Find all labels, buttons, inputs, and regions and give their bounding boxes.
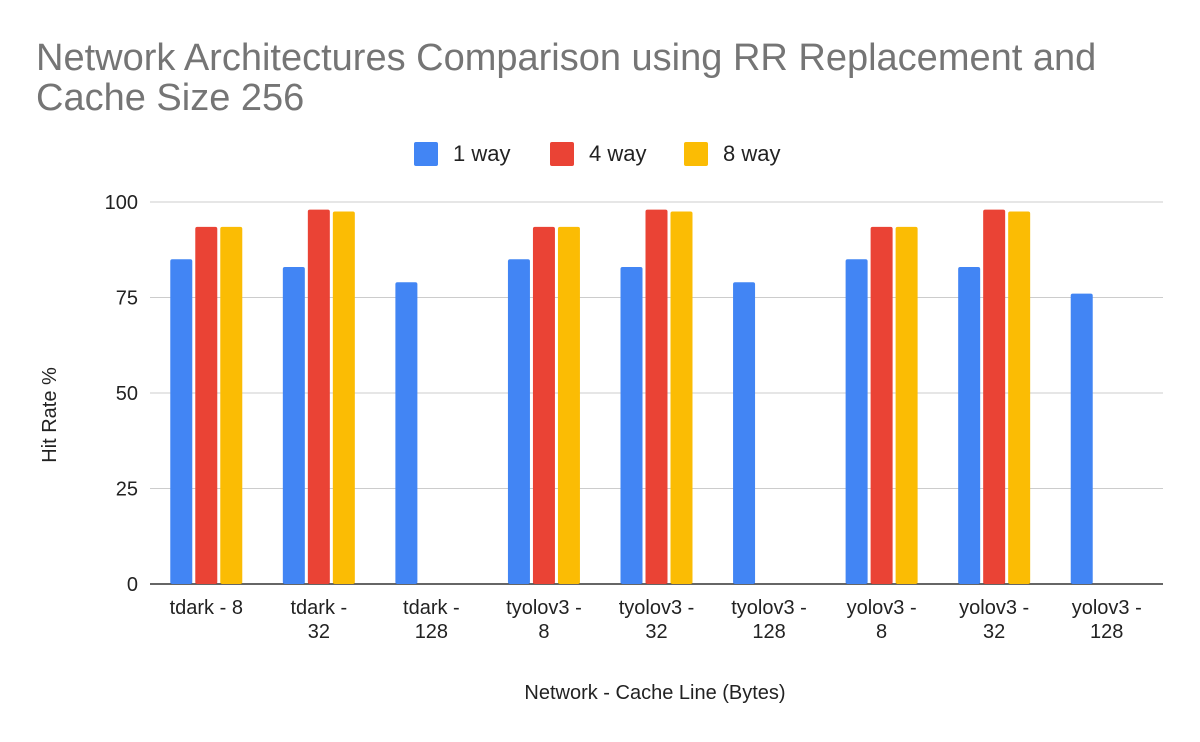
bar-4-way (532, 226, 555, 584)
bar-4-way (645, 209, 668, 584)
x-tick-label-line: 32 (308, 621, 330, 643)
bar-8-way (670, 211, 693, 585)
legend-label: 8 way (723, 141, 780, 166)
x-tick-label-line: tdark - (290, 597, 347, 619)
bar-1-way (395, 282, 418, 584)
x-tick-label: tdark - 8 (170, 597, 243, 619)
legend-swatch (414, 142, 438, 166)
chart-title-line-2: Cache Size 256 (36, 77, 304, 119)
x-tick-label-line: 8 (538, 621, 549, 643)
y-tick-label: 50 (116, 383, 138, 405)
bar-4-way (983, 209, 1006, 584)
bar-4-way (307, 209, 330, 584)
y-tick-label: 25 (116, 479, 138, 501)
x-tick-label-line: tdark - 8 (170, 597, 243, 619)
legend-swatch (684, 142, 708, 166)
x-tick-label-line: tdark - (403, 597, 460, 619)
x-tick-label-line: yolov3 - (959, 597, 1029, 619)
bar-1-way (958, 266, 981, 584)
bar-1-way (1070, 293, 1093, 584)
y-axis-ticks: 0 25 50 75 100 (105, 192, 138, 596)
x-tick-label: tyolov3 -128 (731, 597, 807, 643)
x-tick-label-line: yolov3 - (1072, 597, 1142, 619)
bar-1-way (733, 282, 756, 584)
bar-4-way (195, 226, 218, 584)
x-tick-label-line: 8 (876, 621, 887, 643)
bar-4-way (870, 226, 893, 584)
x-tick-label-line: tyolov3 - (619, 597, 695, 619)
bar-8-way (895, 226, 918, 584)
x-tick-label: yolov3 -32 (959, 597, 1029, 643)
y-tick-label: 100 (105, 192, 138, 214)
x-tick-label: tyolov3 -8 (506, 597, 582, 643)
x-tick-label: yolov3 -8 (847, 597, 917, 643)
legend: 1 way 4 way 8 way (414, 141, 780, 166)
x-tick-label-line: tyolov3 - (506, 597, 582, 619)
x-tick-label-line: 128 (415, 621, 448, 643)
chart-title: Network Architectures Comparison using R… (36, 37, 1096, 119)
y-tick-label: 75 (116, 288, 138, 310)
x-tick-label-line: 32 (983, 621, 1005, 643)
y-axis-title: Hit Rate % (39, 367, 61, 463)
x-tick-label-line: yolov3 - (847, 597, 917, 619)
x-tick-label: tdark -32 (290, 597, 347, 643)
x-tick-label: tyolov3 -32 (619, 597, 695, 643)
bar-1-way (170, 259, 193, 584)
legend-label: 1 way (453, 141, 510, 166)
legend-label: 4 way (589, 141, 646, 166)
bar-1-way (282, 266, 305, 584)
y-tick-label: 0 (127, 574, 138, 596)
legend-swatch (550, 142, 574, 166)
chart-title-line-1: Network Architectures Comparison using R… (36, 37, 1096, 79)
x-tick-label-line: tyolov3 - (731, 597, 807, 619)
x-tick-label-line: 128 (1090, 621, 1123, 643)
bars (170, 209, 1093, 585)
x-axis-title: Network - Cache Line (Bytes) (524, 682, 785, 704)
bar-1-way (507, 259, 530, 584)
bar-8-way (1008, 211, 1031, 585)
bar-8-way (220, 226, 243, 584)
x-tick-label-line: 32 (645, 621, 667, 643)
bar-1-way (620, 266, 643, 584)
x-tick-label: yolov3 -128 (1072, 597, 1142, 643)
bar-1-way (845, 259, 868, 584)
x-tick-label-line: 128 (752, 621, 785, 643)
bar-8-way (557, 226, 580, 584)
x-tick-label: tdark -128 (403, 597, 460, 643)
bar-8-way (332, 211, 355, 585)
